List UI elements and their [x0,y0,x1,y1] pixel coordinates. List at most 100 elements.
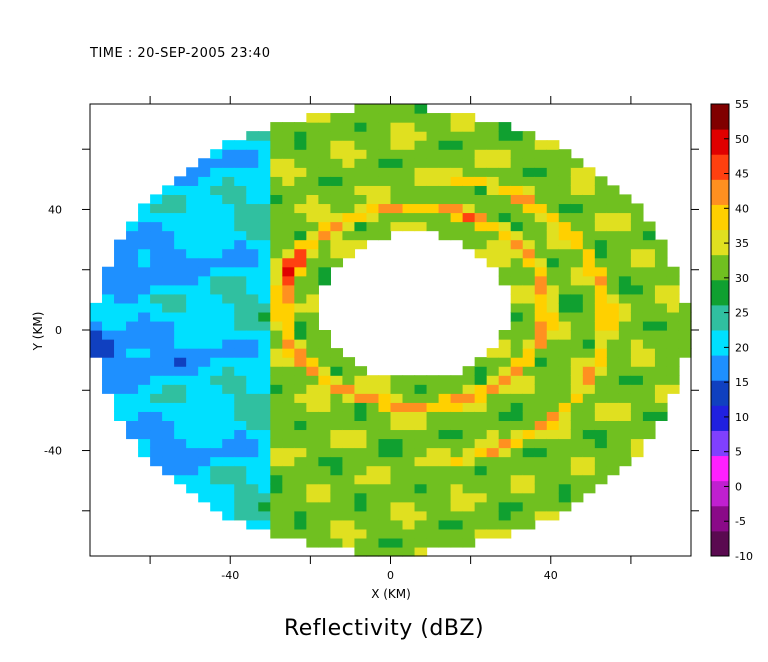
reflectivity-cell [246,266,259,277]
reflectivity-cell [594,275,608,286]
reflectivity-cell [558,149,572,159]
reflectivity-cell [486,474,500,485]
reflectivity-cell [150,375,163,385]
reflectivity-cell [306,293,319,304]
reflectivity-cell [486,375,500,385]
reflectivity-cell [486,501,500,512]
reflectivity-cell [126,366,139,376]
reflectivity-cell [582,284,596,295]
reflectivity-cell [570,411,584,421]
reflectivity-cell [630,248,644,259]
reflectivity-cell [138,339,151,349]
reflectivity-cell [558,420,572,431]
reflectivity-cell [426,221,440,232]
reflectivity-cell [510,203,524,214]
reflectivity-cell [246,438,259,449]
reflectivity-cell [90,320,103,331]
reflectivity-cell [618,257,632,268]
reflectivity-cell [114,384,127,394]
reflectivity-cell [354,402,368,412]
reflectivity-cell [594,348,608,358]
reflectivity-cell [378,122,392,132]
reflectivity-cell [162,185,175,195]
reflectivity-cell [402,104,416,114]
reflectivity-cell [654,393,668,403]
reflectivity-cell [282,366,295,376]
reflectivity-cell [546,284,560,295]
reflectivity-cell [570,275,584,286]
reflectivity-cell [138,302,151,313]
reflectivity-cell [438,393,452,403]
reflectivity-cell [186,447,199,458]
reflectivity-cell [126,239,139,250]
reflectivity-cell [162,194,175,205]
reflectivity-cell [354,438,368,449]
reflectivity-cell [306,149,319,159]
reflectivity-cell [282,456,295,467]
reflectivity-cell [426,203,440,214]
reflectivity-cell [546,248,560,259]
reflectivity-cell [162,230,175,241]
reflectivity-cell [534,492,548,503]
reflectivity-cell [402,447,416,458]
reflectivity-cell [390,447,404,458]
reflectivity-cell [270,474,283,485]
reflectivity-cell [246,185,259,195]
reflectivity-cell [246,248,259,259]
reflectivity-cell [198,330,211,340]
reflectivity-cell [342,122,356,132]
reflectivity-cell [606,284,620,295]
colorbar-tick-label: 40 [735,202,749,215]
reflectivity-cell [318,203,331,214]
reflectivity-cell [582,266,596,277]
reflectivity-cell [342,456,356,467]
reflectivity-cell [438,528,452,539]
reflectivity-cell [642,239,656,250]
reflectivity-cell [642,339,656,349]
reflectivity-cell [462,420,476,431]
reflectivity-cell [546,203,560,214]
reflectivity-cell [618,366,632,376]
colorbar-segment [711,380,729,406]
reflectivity-cell [330,176,344,186]
reflectivity-cell [510,420,524,431]
reflectivity-cell [582,176,596,186]
reflectivity-cell [390,465,404,476]
reflectivity-cell [234,429,247,440]
reflectivity-cell [198,357,211,367]
reflectivity-cell [594,456,608,467]
reflectivity-cell [174,456,187,467]
reflectivity-cell [618,357,632,367]
reflectivity-cell [150,212,163,223]
reflectivity-cell [606,302,620,313]
reflectivity-cell [594,257,608,268]
reflectivity-cell [390,528,404,539]
reflectivity-cell [282,447,295,458]
reflectivity-cell [606,348,620,358]
reflectivity-cell [246,149,259,159]
reflectivity-cell [594,221,608,232]
reflectivity-cell [378,492,392,503]
reflectivity-cell [462,483,476,494]
reflectivity-cell [522,339,536,349]
reflectivity-cell [210,357,223,367]
reflectivity-cell [558,393,572,403]
reflectivity-cell [270,519,283,530]
reflectivity-cell [174,257,187,268]
reflectivity-cell [342,357,356,367]
reflectivity-cell [342,212,356,223]
reflectivity-cell [306,456,319,467]
colorbar-segment [711,405,729,431]
reflectivity-cell [450,420,464,431]
reflectivity-cell [222,293,235,304]
reflectivity-cell [546,167,560,177]
reflectivity-cell [270,257,283,268]
reflectivity-cell [426,501,440,512]
reflectivity-cell [498,393,512,403]
reflectivity-cell [654,266,668,277]
reflectivity-cell [198,203,211,214]
reflectivity-cell [330,149,344,159]
reflectivity-cell [342,230,356,241]
reflectivity-cell [594,357,608,367]
reflectivity-cell [630,257,644,268]
